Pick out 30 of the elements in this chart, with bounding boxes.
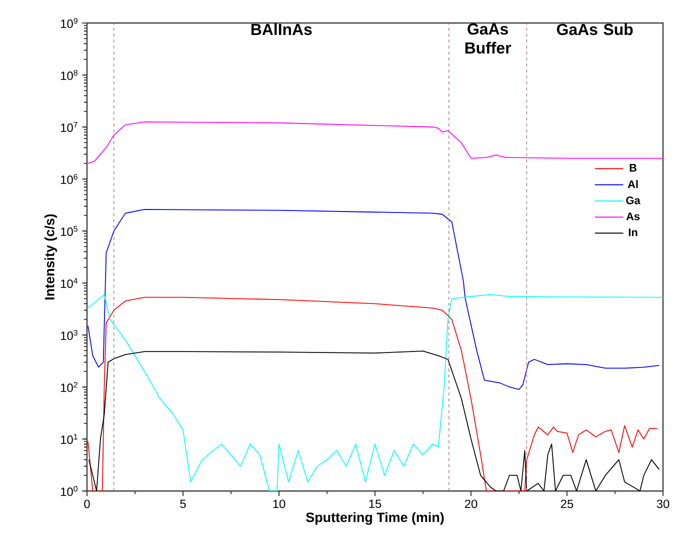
x-tick-label: 10 [273, 500, 286, 508]
y-tick-label: 10$^{8}$ [60, 70, 78, 80]
x-tick-label: 0 [84, 500, 90, 508]
annotation: BAlInAs [251, 23, 312, 36]
legend-label: B [630, 164, 636, 172]
legend-label: In [628, 228, 638, 236]
x-tick-label: 20 [464, 500, 478, 508]
y-tick-label: 10$^{9}$ [60, 18, 78, 28]
y-tick-label: 10$^{6}$ [60, 174, 78, 184]
annotation: GaAs Sub [556, 23, 633, 36]
x-tick-label: 15 [369, 500, 382, 508]
line-series [88, 350, 660, 491]
y-tick-label: 10$^{7}$ [60, 122, 78, 132]
x-tick-label: 30 [656, 500, 670, 508]
y-tick-label: 10$^{5}$ [60, 226, 78, 236]
y-tick-label: 10$^{0}$ [60, 486, 78, 496]
y-tick-label: 10$^{2}$ [60, 382, 78, 392]
legend-label: As [626, 212, 640, 220]
y-tick-label: 10$^{4}$ [60, 278, 78, 288]
y-tick-label: 10$^{3}$ [60, 330, 78, 340]
legend-label: Al [628, 180, 638, 188]
x-tick-label: 5 [180, 500, 186, 508]
annotation: GaAs Buffer [465, 23, 512, 54]
x-axis-title: Sputtering Time (min) [306, 512, 444, 525]
x-tick-label: 25 [560, 500, 574, 508]
line-series [88, 122, 664, 164]
line-series [88, 208, 660, 390]
y-axis-title: Intensity (c/s) [44, 214, 58, 300]
y-tick-label: 10$^{1}$ [60, 434, 78, 444]
legend-label: Ga [626, 196, 640, 204]
